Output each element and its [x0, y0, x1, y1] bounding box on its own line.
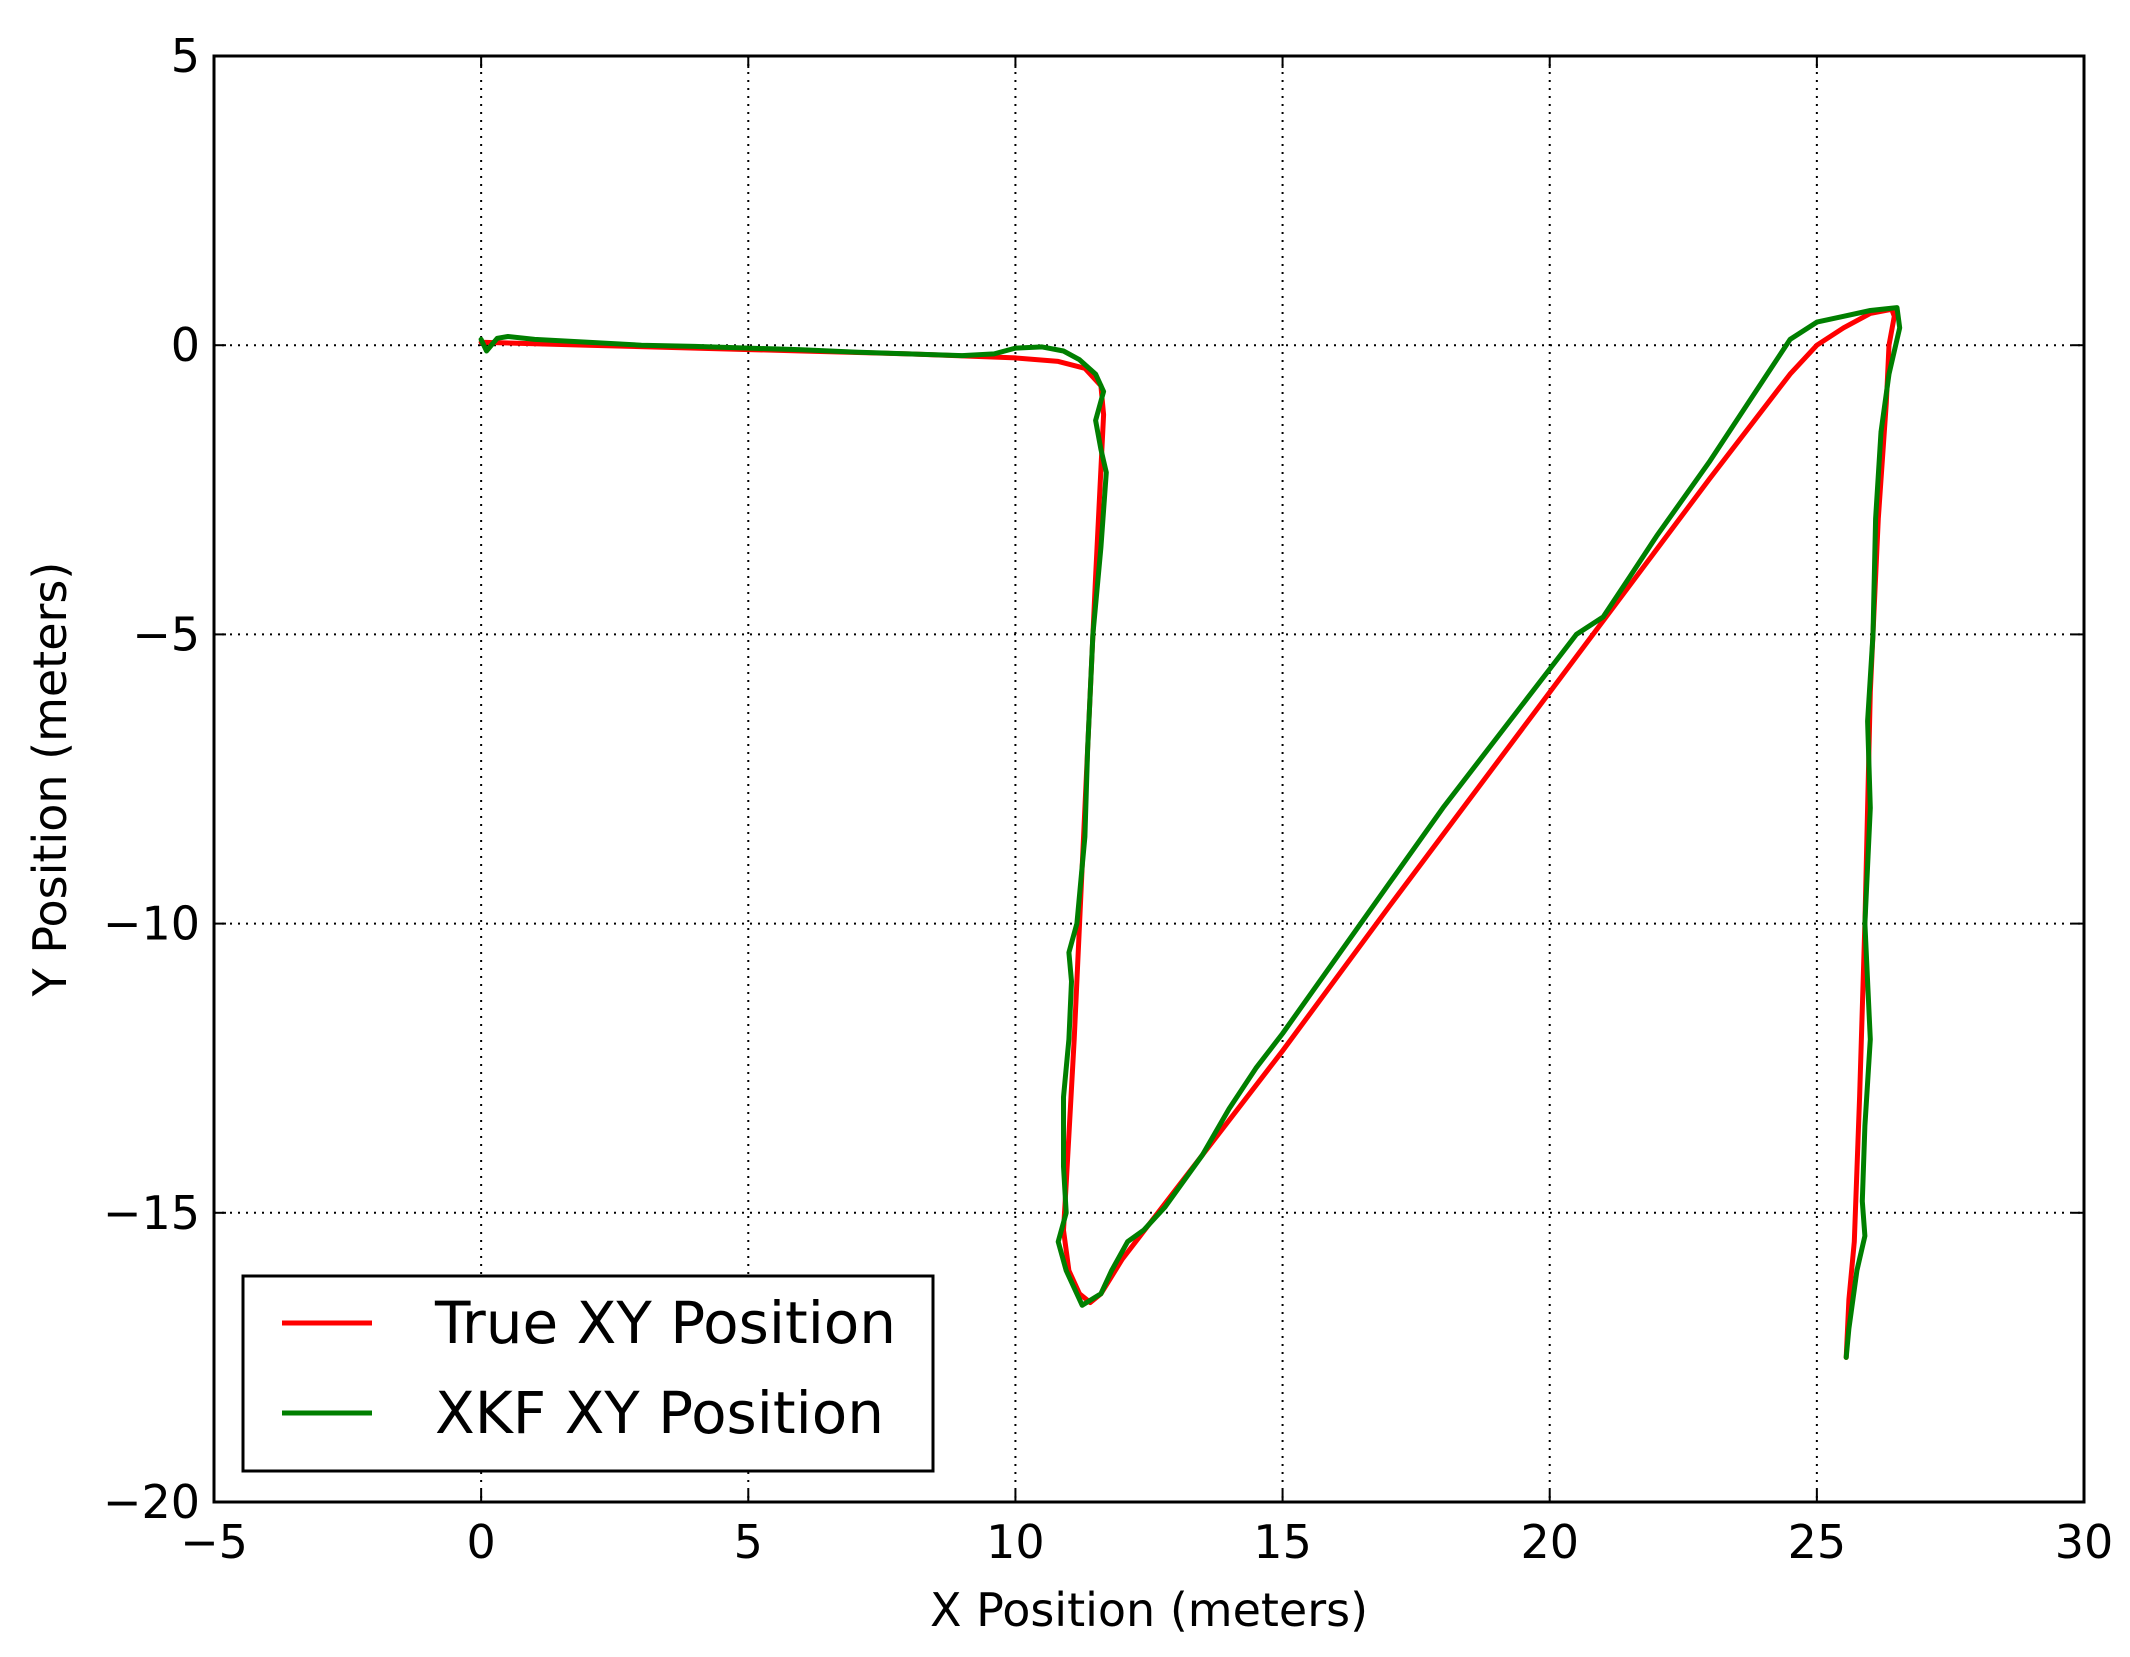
x-tick-label: 5: [734, 1515, 763, 1569]
y-tick-label: −5: [132, 607, 200, 661]
x-axis-label: X Position (meters): [930, 1583, 1368, 1637]
legend-box: [241, 1274, 935, 1473]
x-tick-label: 30: [2055, 1515, 2114, 1569]
series-line-xkf-xy: [478, 305, 1903, 1360]
x-tick-labels: −5 0 5 10 15 20 25 30: [180, 1515, 2113, 1569]
legend: True XY Position XKF XY Position: [241, 1274, 935, 1473]
y-tick-label: 5: [171, 29, 200, 83]
x-tick-label: 0: [467, 1515, 496, 1569]
x-tick-label: 25: [1788, 1515, 1847, 1569]
series-lines: [478, 305, 1903, 1360]
legend-label-true-xy: True XY Position: [434, 1289, 896, 1357]
x-tick-label: 10: [986, 1515, 1045, 1569]
grid-lines: [214, 56, 2084, 1502]
series-line-true-xy: [478, 306, 1897, 1360]
y-tick-labels: −20 −15 −10 −5 0 5: [103, 29, 200, 1529]
legend-label-xkf-xy: XKF XY Position: [435, 1379, 884, 1447]
y-tick-label: −10: [103, 897, 200, 951]
axis-ticks: [213, 55, 2085, 1503]
y-tick-label: 0: [171, 318, 200, 372]
y-tick-label: −15: [103, 1186, 200, 1240]
y-tick-label: −20: [103, 1475, 200, 1529]
x-tick-label: −5: [180, 1515, 248, 1569]
x-tick-label: 15: [1253, 1515, 1312, 1569]
y-axis-label: Y Position (meters): [23, 562, 77, 998]
x-tick-label: 20: [1520, 1515, 1579, 1569]
plot-area-frame: [212, 54, 2086, 1504]
